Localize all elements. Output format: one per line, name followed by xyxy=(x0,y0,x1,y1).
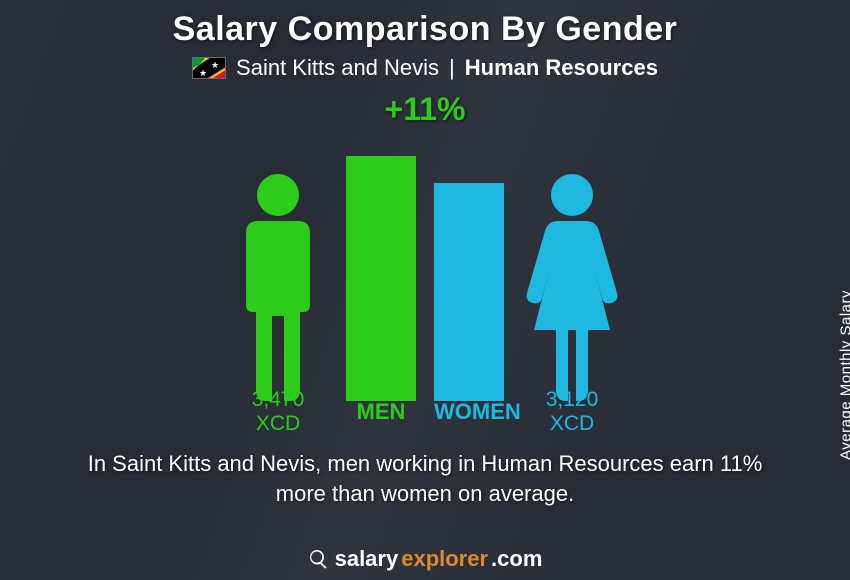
women-value: 3,120 XCD xyxy=(522,388,622,436)
divider: | xyxy=(449,55,455,81)
magnifier-icon xyxy=(308,548,330,570)
subtitle-row: ★ ★ Saint Kitts and Nevis | Human Resour… xyxy=(0,55,850,81)
caption-text: In Saint Kitts and Nevis, men working in… xyxy=(0,441,850,508)
footer-suffix: .com xyxy=(491,546,542,572)
footer-word1: salary xyxy=(335,546,399,572)
labels-row: 3,470 XCD MEN WOMEN 3,120 XCD xyxy=(228,388,622,436)
male-icon xyxy=(228,171,328,401)
page-title: Salary Comparison By Gender xyxy=(0,10,850,49)
footer-brand: salaryexplorer.com xyxy=(308,546,543,572)
sector-label: Human Resources xyxy=(465,55,658,81)
men-label: MEN xyxy=(346,399,416,425)
men-value: 3,470 XCD xyxy=(228,388,328,436)
female-icon xyxy=(522,171,622,401)
footer-word2: explorer xyxy=(401,546,488,572)
percentage-badge: +11% xyxy=(385,91,466,128)
y-axis-label: Average Monthly Salary xyxy=(838,290,850,460)
men-bar xyxy=(346,156,416,401)
flag-icon: ★ ★ xyxy=(192,57,226,79)
chart-area: +11% 3,470 XCD MEN WOMEN 3,120 XCD xyxy=(0,91,850,441)
figure-row xyxy=(228,156,622,401)
country-label: Saint Kitts and Nevis xyxy=(236,55,439,81)
women-bar xyxy=(434,183,504,401)
women-label: WOMEN xyxy=(434,399,504,425)
